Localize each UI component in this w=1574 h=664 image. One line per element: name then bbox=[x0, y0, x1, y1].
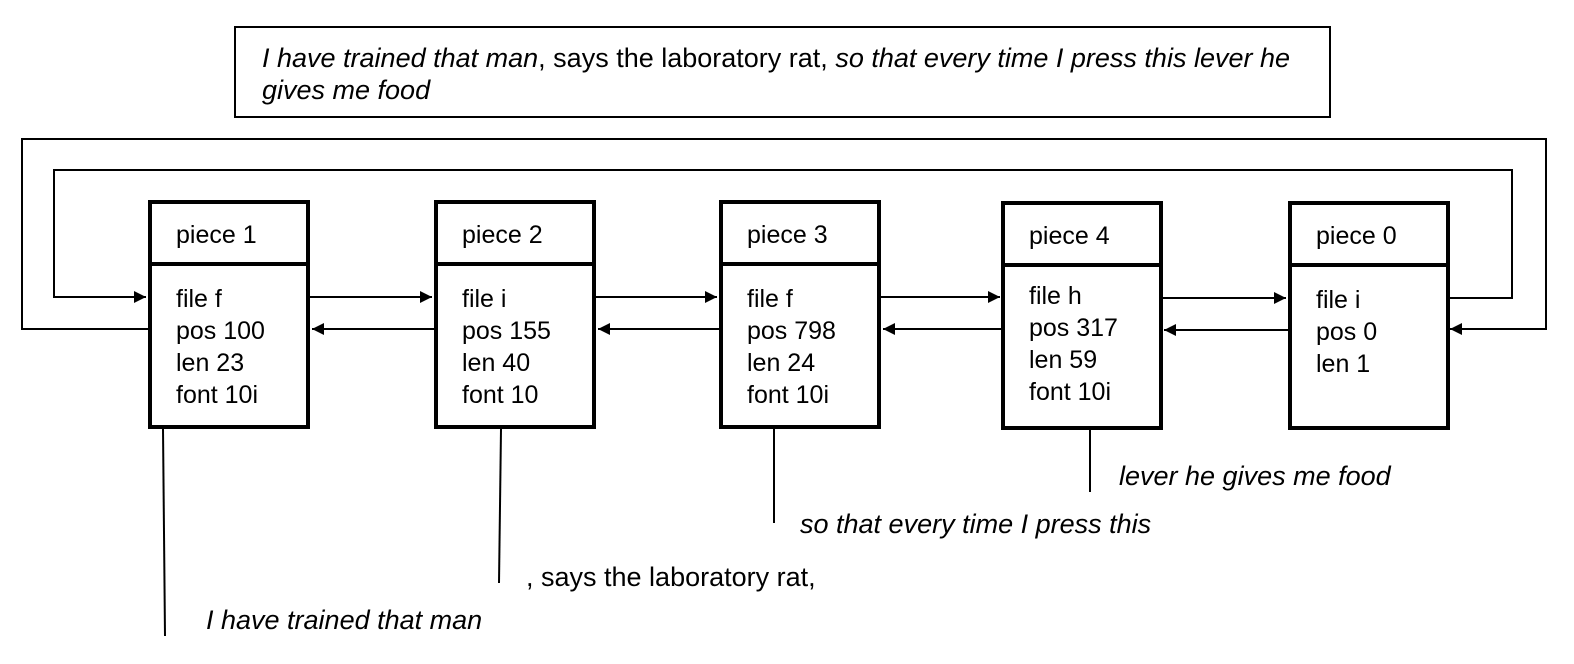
piece-len: len 59 bbox=[1029, 346, 1098, 374]
caption-part-2: , says the laboratory rat, bbox=[538, 43, 836, 73]
inner-loop-line bbox=[53, 169, 1513, 303]
piece-box-4: piece 4 file h pos 317 len 59 font 10i bbox=[1001, 201, 1163, 430]
piece-pos: pos 317 bbox=[1029, 314, 1118, 342]
piece-file: file i bbox=[1316, 286, 1361, 314]
piece-len: len 24 bbox=[747, 349, 816, 377]
piece-fields: file f pos 100 len 23 font 10i bbox=[152, 266, 306, 411]
piece-len: len 23 bbox=[176, 349, 245, 377]
piece-file: file f bbox=[176, 285, 222, 313]
piece-box-0: piece 0 file i pos 0 len 1 bbox=[1288, 201, 1450, 430]
segment-label-3: so that every time I press this bbox=[800, 509, 1152, 539]
piece-fields: file h pos 317 len 59 font 10i bbox=[1005, 267, 1159, 408]
segment-label-2: , says the laboratory rat, bbox=[526, 562, 816, 592]
piece-fields: file i pos 155 len 40 font 10 bbox=[438, 266, 592, 411]
drop-line-piece-2 bbox=[498, 428, 502, 584]
piece-pos: pos 155 bbox=[462, 317, 551, 345]
piece-title: piece 2 bbox=[438, 204, 592, 266]
piece-font: font 10i bbox=[176, 381, 259, 409]
caption-text: I have trained that man, says the labora… bbox=[262, 42, 1322, 106]
piece-box-3: piece 3 file f pos 798 len 24 font 10i bbox=[719, 200, 881, 429]
piece-title: piece 1 bbox=[152, 204, 306, 266]
piece-file: file h bbox=[1029, 282, 1082, 310]
segment-label-1: I have trained that man bbox=[206, 605, 483, 635]
piece-pos: pos 100 bbox=[176, 317, 265, 345]
outer-loop-line bbox=[21, 138, 1547, 335]
piece-box-1: piece 1 file f pos 100 len 23 font 10i bbox=[148, 200, 310, 429]
piece-title: piece 4 bbox=[1005, 205, 1159, 267]
piece-fields: file i pos 0 len 1 bbox=[1292, 267, 1446, 380]
piece-len: len 1 bbox=[1316, 350, 1371, 378]
piece-font: font 10i bbox=[1029, 378, 1112, 406]
piece-file: file f bbox=[747, 285, 793, 313]
caption-part-1: I have trained that man bbox=[262, 43, 539, 73]
caption-box: I have trained that man, says the labora… bbox=[234, 26, 1331, 118]
piece-font: font 10 bbox=[462, 381, 539, 409]
piece-file: file i bbox=[462, 285, 507, 313]
piece-fields: file f pos 798 len 24 font 10i bbox=[723, 266, 877, 411]
segment-label-4: lever he gives me food bbox=[1119, 461, 1391, 491]
piece-title: piece 0 bbox=[1292, 205, 1446, 267]
caption-part-3: so that every time I press this lever he… bbox=[262, 43, 1291, 105]
piece-title: piece 3 bbox=[723, 204, 877, 266]
piece-box-2: piece 2 file i pos 155 len 40 font 10 bbox=[434, 200, 596, 429]
piece-pos: pos 0 bbox=[1316, 318, 1378, 346]
drop-line-piece-1 bbox=[162, 428, 166, 637]
piece-font: font 10i bbox=[747, 381, 830, 409]
piece-pos: pos 798 bbox=[747, 317, 836, 345]
piece-len: len 40 bbox=[462, 349, 531, 377]
